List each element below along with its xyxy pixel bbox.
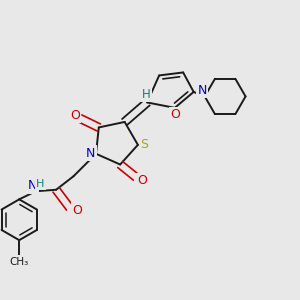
Text: CH₃: CH₃ bbox=[10, 257, 29, 267]
Text: O: O bbox=[72, 204, 82, 217]
Text: H: H bbox=[142, 88, 151, 100]
Text: N: N bbox=[86, 147, 95, 160]
Text: O: O bbox=[137, 174, 147, 187]
Text: O: O bbox=[70, 109, 80, 122]
Text: H: H bbox=[36, 179, 44, 189]
Text: N: N bbox=[28, 179, 38, 192]
Text: O: O bbox=[170, 108, 180, 121]
Text: S: S bbox=[140, 138, 148, 151]
Text: N: N bbox=[198, 84, 207, 97]
